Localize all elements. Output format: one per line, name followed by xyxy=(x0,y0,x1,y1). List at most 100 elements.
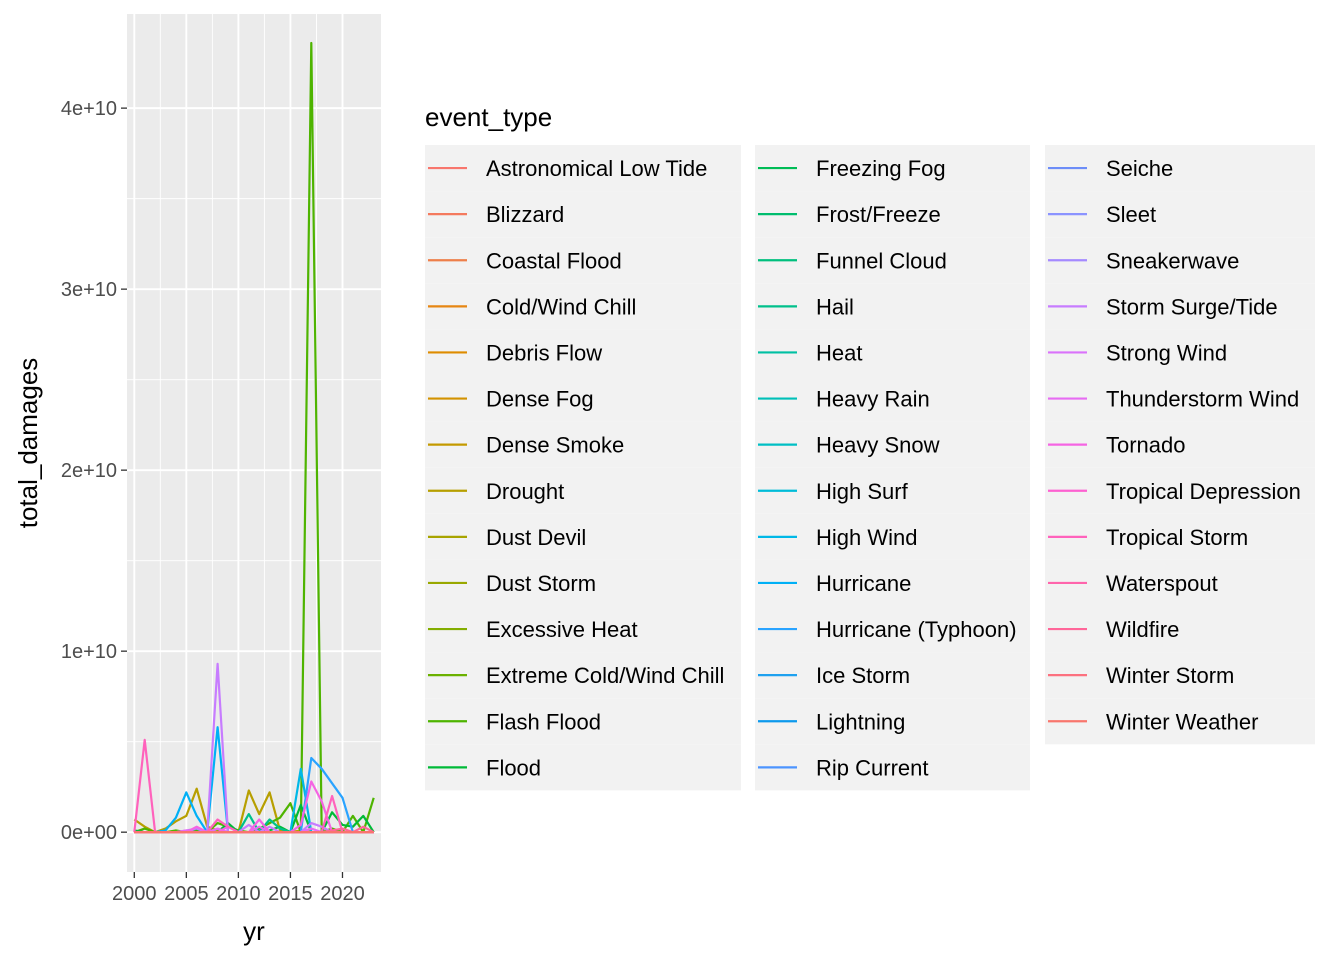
y-tick-label: 0e+00 xyxy=(61,822,117,844)
legend-item-background xyxy=(1045,606,1315,653)
legend-item-background xyxy=(755,513,1030,560)
legend-item-background xyxy=(755,191,1030,238)
legend-item-hurricane-typhoon: Hurricane (Typhoon) xyxy=(755,606,1030,653)
legend-label: Seiche xyxy=(1106,156,1173,181)
legend-item-background xyxy=(1045,467,1315,514)
legend-item-high-surf: High Surf xyxy=(755,467,1030,514)
legend-item-heavy-snow: Heavy Snow xyxy=(755,421,1030,468)
legend-label: Debris Flow xyxy=(486,340,602,365)
legend-item-flood: Flood xyxy=(425,744,741,791)
legend-label: Tropical Storm xyxy=(1106,525,1248,550)
legend-label: Heavy Snow xyxy=(816,433,940,458)
legend-item-thunderstorm-wind: Thunderstorm Wind xyxy=(1045,375,1315,422)
legend-label: Sleet xyxy=(1106,202,1156,227)
legend-item-background xyxy=(755,237,1030,284)
legend-label: Sneakerwave xyxy=(1106,248,1239,273)
legend-item-storm-surge-tide: Storm Surge/Tide xyxy=(1045,283,1315,330)
legend-item-background xyxy=(755,652,1030,699)
legend-label: Cold/Wind Chill xyxy=(486,294,636,319)
legend-item-debris-flow: Debris Flow xyxy=(425,329,741,376)
legend-label: High Wind xyxy=(816,525,917,550)
legend-item-extreme-cold-wind-chill: Extreme Cold/Wind Chill xyxy=(425,652,741,699)
legend-item-rip-current: Rip Current xyxy=(755,744,1030,791)
legend-item-background xyxy=(425,606,741,653)
legend-item-background xyxy=(425,467,741,514)
legend-label: Tropical Depression xyxy=(1106,479,1301,504)
legend-item-frost-freeze: Frost/Freeze xyxy=(755,191,1030,238)
legend-item-high-wind: High Wind xyxy=(755,513,1030,560)
legend-item-blizzard: Blizzard xyxy=(425,191,741,238)
legend-label: Rip Current xyxy=(816,755,928,780)
legend-item-background xyxy=(755,283,1030,330)
legend-label: Freezing Fog xyxy=(816,156,946,181)
legend-item-tornado: Tornado xyxy=(1045,421,1315,468)
legend-item-tropical-storm: Tropical Storm xyxy=(1045,513,1315,560)
x-tick-label: 2000 xyxy=(112,883,157,905)
y-tick-label: 2e+10 xyxy=(61,460,117,482)
legend-label: Hurricane (Typhoon) xyxy=(816,617,1017,642)
legend-label: Winter Weather xyxy=(1106,709,1258,734)
legend-item-background xyxy=(425,283,741,330)
legend-item-drought: Drought xyxy=(425,467,741,514)
legend-item-winter-weather: Winter Weather xyxy=(1045,698,1315,745)
legend-item-excessive-heat: Excessive Heat xyxy=(425,606,741,653)
legend-label: Astronomical Low Tide xyxy=(486,156,707,181)
legend-item-dust-storm: Dust Storm xyxy=(425,559,741,606)
legend-item-background xyxy=(755,559,1030,606)
legend-label: Hail xyxy=(816,294,854,319)
x-tick-label: 2005 xyxy=(164,883,209,905)
legend-item-background xyxy=(1045,191,1315,238)
legend-item-background xyxy=(1045,559,1315,606)
legend-label: Thunderstorm Wind xyxy=(1106,387,1299,412)
legend-item-flash-flood: Flash Flood xyxy=(425,698,741,745)
legend-item-wildfire: Wildfire xyxy=(1045,606,1315,653)
legend-item-background xyxy=(425,191,741,238)
y-axis: 0e+00 1e+10 2e+10 3e+10 4e+10 xyxy=(61,98,127,844)
x-tick-label: 2020 xyxy=(320,883,365,905)
legend-label: Blizzard xyxy=(486,202,564,227)
legend-item-background xyxy=(425,513,741,560)
legend-item-funnel-cloud: Funnel Cloud xyxy=(755,237,1030,284)
legend-item-background xyxy=(755,606,1030,653)
legend-item-background xyxy=(755,744,1030,791)
legend-item-background xyxy=(425,237,741,284)
legend-item-background xyxy=(425,652,741,699)
legend-item-background xyxy=(425,698,741,745)
legend-item-heavy-rain: Heavy Rain xyxy=(755,375,1030,422)
legend-item-cold-wind-chill: Cold/Wind Chill xyxy=(425,283,741,330)
minor-gridlines xyxy=(127,14,381,872)
legend-item-background xyxy=(1045,145,1315,192)
legend-label: Coastal Flood xyxy=(486,248,622,273)
x-tick-label: 2015 xyxy=(268,883,313,905)
x-axis-title: yr xyxy=(243,916,265,946)
legend-label: Heat xyxy=(816,340,862,365)
legend-items: Astronomical Low Tide Blizzard Coastal Flo… xyxy=(425,145,1315,791)
legend-item-waterspout: Waterspout xyxy=(1045,559,1315,606)
legend-item-background xyxy=(1045,421,1315,468)
legend-item-sleet: Sleet xyxy=(1045,191,1315,238)
legend-item-background xyxy=(425,375,741,422)
legend-item-background xyxy=(755,467,1030,514)
plot-panel xyxy=(127,14,381,872)
legend-label: Winter Storm xyxy=(1106,663,1234,688)
legend-label: Tornado xyxy=(1106,433,1186,458)
legend: event_type Astronomical Low Tide Blizzard… xyxy=(425,102,1315,791)
legend-item-dust-devil: Dust Devil xyxy=(425,513,741,560)
legend-label: Frost/Freeze xyxy=(816,202,941,227)
legend-item-background xyxy=(755,375,1030,422)
legend-item-winter-storm: Winter Storm xyxy=(1045,652,1315,699)
legend-item-background xyxy=(1045,283,1315,330)
legend-label: Storm Surge/Tide xyxy=(1106,294,1278,319)
legend-label: Hurricane xyxy=(816,571,911,596)
legend-label: High Surf xyxy=(816,479,909,504)
legend-item-freezing-fog: Freezing Fog xyxy=(755,145,1030,192)
legend-item-sneakerwave: Sneakerwave xyxy=(1045,237,1315,284)
legend-item-ice-storm: Ice Storm xyxy=(755,652,1030,699)
series-lines xyxy=(133,41,375,834)
y-tick-label: 1e+10 xyxy=(61,641,117,663)
y-tick-label: 3e+10 xyxy=(61,279,117,301)
legend-item-background xyxy=(425,421,741,468)
y-axis-title: total_damages xyxy=(13,358,43,529)
legend-label: Dense Fog xyxy=(486,387,594,412)
